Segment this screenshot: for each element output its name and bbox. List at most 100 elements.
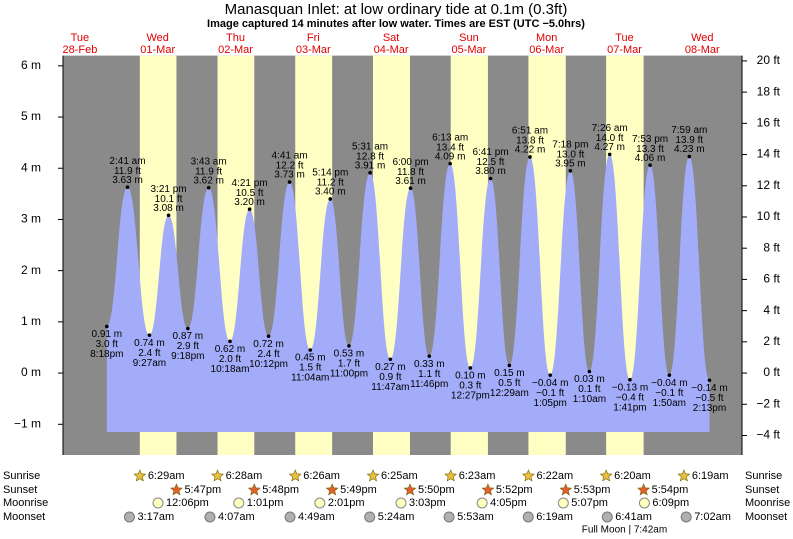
y2-tick-label: −4 ft [756, 428, 780, 442]
tide-ft: 13.4 ft [436, 142, 464, 153]
tide-time: 2:41 am [109, 156, 145, 167]
tide-ft: 13.0 ft [556, 149, 584, 160]
sunrise-time: 6:29am [148, 470, 185, 482]
sunrise-time: 6:28am [226, 470, 263, 482]
tide-m: 0.33 m [414, 359, 445, 370]
moonset-time: 4:49am [298, 511, 335, 523]
day-date: 04-Mar [374, 44, 409, 56]
tide-ft: 0.3 ft [459, 381, 481, 392]
tide-ft: 11.9 ft [114, 166, 141, 177]
y2-tick-label: 12 ft [757, 178, 781, 192]
tide-ft: 13.9 ft [675, 135, 703, 146]
tide-point [528, 155, 532, 159]
full-moon: Full Moon | 7:42am [582, 525, 667, 536]
moonset-time: 3:17am [137, 511, 174, 523]
sunrise-icon [211, 469, 225, 482]
sunrise-time: 6:19am [692, 470, 729, 482]
chart-title: Manasquan Inlet: at low ordinary tide at… [225, 1, 568, 18]
tide-time: 6:00 pm [392, 157, 428, 168]
day-weekday: Fri [307, 32, 320, 44]
tide-m: −0.13 m [612, 382, 648, 393]
tide-ft: 2.0 ft [219, 354, 241, 365]
day-weekday: Wed [146, 32, 168, 44]
sunset-icon [403, 483, 417, 496]
y2-tick-label: 10 ft [757, 209, 781, 223]
day-date: 08-Mar [685, 44, 720, 56]
moonrise-icon [314, 497, 326, 509]
moonset-icon [522, 511, 534, 523]
tide-ft: 12.2 ft [276, 161, 304, 172]
tide-m: 0.03 m [574, 374, 605, 385]
tide-time: 4:21 pm [232, 178, 268, 189]
moonset-icon [204, 511, 216, 523]
day-weekday: Thu [226, 32, 245, 44]
tide-time: 9:27am [133, 358, 166, 369]
tide-point [427, 354, 432, 358]
day-date: 07-Mar [607, 44, 642, 56]
day-weekday: Tue [615, 32, 634, 44]
day-date: 02-Mar [218, 44, 253, 56]
moonrise-time: 3:03pm [409, 497, 446, 509]
moonrise-time: 2:01pm [328, 497, 365, 509]
tide-time: 7:18 pm [552, 139, 588, 150]
tide-point [607, 152, 612, 157]
tide-point [488, 176, 493, 181]
y-tick-label: −1 m [14, 416, 41, 430]
day-weekday: Wed [691, 32, 713, 44]
y-tick-label: 1 m [21, 314, 41, 328]
tide-time: 11:46pm [410, 379, 448, 390]
row-label: Sunset [745, 484, 779, 496]
tide-point [548, 373, 553, 377]
tide-point [206, 185, 211, 190]
tide-m: 0.27 m [375, 362, 406, 373]
tide-ft: −0.1 ft [536, 388, 564, 399]
tide-time: 5:31 am [352, 142, 388, 153]
tide-time: 7:53 pm [632, 134, 668, 145]
tide-point [105, 324, 109, 329]
row-label: Moonset [745, 511, 787, 523]
tide-m: 3.80 m [475, 166, 506, 177]
tide-ft: 3.0 ft [96, 339, 118, 350]
sunset-time: 5:48pm [262, 484, 299, 496]
sunset-time: 5:52pm [496, 484, 533, 496]
tide-time: 3:43 am [191, 156, 227, 167]
row-label: Sunrise [3, 470, 40, 482]
y-tick-label: 5 m [21, 109, 41, 123]
tide-m: 3.63 m [112, 175, 143, 186]
tide-ft: 13.8 ft [516, 136, 544, 147]
moonrise-time: 12:06pm [166, 497, 209, 509]
sunrise-time: 6:22am [536, 470, 573, 482]
moonrise-icon [557, 497, 569, 509]
tide-point [568, 169, 573, 173]
tide-m: 4.06 m [635, 153, 666, 164]
tide-ft: 14.0 ft [596, 133, 624, 144]
moonset-time: 4:07am [218, 511, 255, 523]
day-weekday: Sat [383, 32, 400, 44]
tide-time: 4:41 am [272, 151, 308, 162]
tide-m: 3.40 m [315, 187, 346, 198]
moonrise-icon [152, 497, 164, 509]
y2-tick-label: 14 ft [757, 147, 781, 161]
moonrise-icon [476, 497, 488, 509]
tide-time: 6:51 am [512, 126, 548, 137]
tide-ft: 10.5 ft [236, 188, 264, 199]
y2-tick-label: 20 ft [757, 53, 781, 67]
tide-m: 0.15 m [494, 368, 525, 379]
tide-ft: 2.4 ft [257, 349, 279, 360]
tide-ft: 1.1 ft [418, 369, 440, 380]
tide-m: 4.22 m [515, 145, 546, 156]
tide-m: 0.74 m [134, 338, 165, 349]
tide-time: 1:10am [573, 394, 606, 405]
sunrise-time: 6:23am [459, 470, 496, 482]
tide-time: 12:27pm [451, 391, 490, 402]
sunrise-icon [366, 469, 380, 482]
moonset-icon [284, 511, 296, 523]
tide-time: 6:13 am [432, 132, 468, 143]
tide-ft: 0.1 ft [578, 384, 600, 395]
tide-ft: 11.9 ft [195, 166, 222, 177]
sunrise-icon [133, 469, 147, 482]
sunrise-time: 6:26am [303, 470, 340, 482]
tide-point [707, 378, 712, 383]
y2-tick-label: −2 ft [756, 396, 780, 410]
tide-point [228, 339, 232, 344]
